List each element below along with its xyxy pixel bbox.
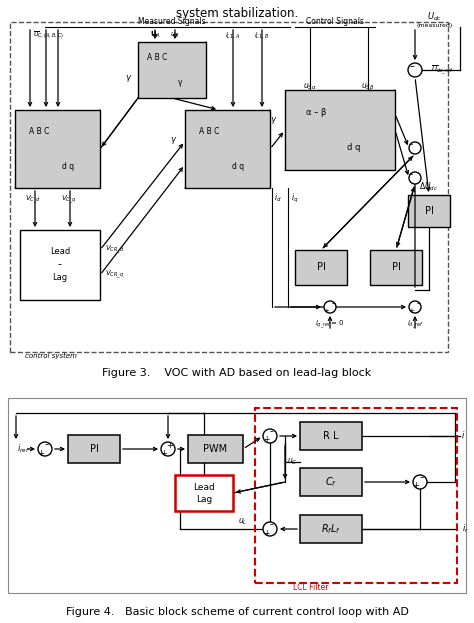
Text: $R_f L_f$: $R_f L_f$ — [321, 522, 341, 536]
Bar — [68, 435, 120, 463]
Text: LCL Filter: LCL Filter — [293, 584, 328, 592]
Text: Figure 3.    VOC with AD based on lead-lag block: Figure 3. VOC with AD based on lead-lag … — [102, 368, 372, 378]
Text: $u_{S\beta}$: $u_{S\beta}$ — [361, 82, 375, 93]
Text: $V_{C\_d}$: $V_{C\_d}$ — [25, 194, 41, 206]
Circle shape — [324, 301, 336, 313]
Text: $\Delta U_{dc}$: $\Delta U_{dc}$ — [419, 181, 438, 193]
Text: $i_{ref}$: $i_{ref}$ — [17, 443, 30, 455]
Text: A B C: A B C — [28, 127, 49, 136]
Text: –: – — [332, 300, 336, 308]
Text: +: + — [263, 528, 269, 538]
Circle shape — [161, 442, 175, 456]
Text: $i_{L1,A}$: $i_{L1,A}$ — [225, 30, 241, 40]
Text: A B C: A B C — [199, 127, 219, 136]
Text: R L: R L — [323, 431, 339, 441]
Bar — [188, 435, 243, 463]
Text: +: + — [408, 308, 414, 314]
Text: $\mathbf{u}_A$: $\mathbf{u}_A$ — [150, 30, 160, 40]
Text: $i_{L1,B}$: $i_{L1,B}$ — [255, 30, 270, 40]
Text: +: + — [412, 482, 419, 490]
Bar — [8, 398, 466, 593]
Bar — [300, 515, 362, 543]
Text: PWM: PWM — [203, 444, 228, 454]
Text: A B C: A B C — [147, 53, 167, 62]
Text: α – β: α – β — [306, 108, 326, 117]
Text: –: – — [45, 440, 49, 450]
Text: $i_r$: $i_r$ — [462, 523, 469, 535]
Text: $V_{CR\_q}$: $V_{CR\_q}$ — [105, 269, 124, 281]
Text: +: + — [37, 449, 45, 457]
Text: Control Signals: Control Signals — [306, 17, 364, 27]
Circle shape — [409, 172, 421, 184]
Text: +: + — [166, 440, 173, 450]
Text: $\overline{U}_{dc\_ref}$: $\overline{U}_{dc\_ref}$ — [431, 63, 454, 77]
Text: Lag: Lag — [53, 273, 68, 282]
Bar — [408, 195, 450, 227]
Circle shape — [38, 442, 52, 456]
Text: –: – — [410, 61, 414, 71]
Bar — [370, 250, 422, 285]
Text: PI: PI — [90, 444, 99, 454]
Text: –: – — [58, 260, 62, 270]
Text: γ: γ — [178, 78, 182, 87]
Bar — [185, 110, 270, 188]
Circle shape — [413, 475, 427, 489]
Text: +: + — [323, 308, 329, 314]
Text: $C_f$: $C_f$ — [325, 475, 337, 489]
Text: $U_{dc}$: $U_{dc}$ — [428, 11, 443, 23]
Text: PI: PI — [392, 262, 401, 272]
Text: –: – — [417, 300, 421, 308]
Text: Lead: Lead — [193, 483, 215, 493]
Bar — [15, 110, 100, 188]
Text: γ: γ — [171, 135, 175, 145]
Text: $u_B$: $u_B$ — [170, 31, 180, 40]
Text: $i_q$: $i_q$ — [292, 191, 299, 204]
Bar — [300, 422, 362, 450]
Text: d q: d q — [346, 143, 360, 152]
Circle shape — [408, 63, 422, 77]
Text: $i_d$: $i_d$ — [274, 192, 282, 204]
Text: d q: d q — [232, 161, 244, 171]
Text: $i_{q\_ref}=0$: $i_{q\_ref}=0$ — [316, 319, 345, 331]
Bar — [20, 230, 100, 300]
Text: –: – — [409, 171, 413, 179]
Text: (measured): (measured) — [417, 22, 453, 27]
Bar — [285, 90, 395, 170]
Text: Lead: Lead — [50, 247, 70, 257]
Bar — [295, 250, 347, 285]
Text: +: + — [161, 449, 167, 457]
Bar — [138, 42, 206, 98]
Text: PI: PI — [425, 206, 433, 216]
Text: γ: γ — [126, 72, 130, 82]
Text: system stabilization.: system stabilization. — [176, 7, 298, 20]
Text: Measured Signals: Measured Signals — [138, 17, 206, 27]
Text: Figure 4.   Basic block scheme of current control loop with AD: Figure 4. Basic block scheme of current … — [65, 607, 409, 617]
Circle shape — [263, 522, 277, 536]
Bar — [255, 408, 457, 583]
Text: γ: γ — [271, 115, 275, 125]
Bar — [300, 468, 362, 496]
Text: i: i — [462, 432, 465, 440]
Text: –: – — [270, 427, 274, 437]
Text: $i_{d\_ref}$: $i_{d\_ref}$ — [407, 319, 423, 331]
Text: –: – — [270, 520, 274, 530]
Text: Lag: Lag — [196, 495, 212, 505]
Text: +: + — [263, 435, 269, 444]
Text: $V_{C\_q}$: $V_{C\_q}$ — [61, 194, 77, 206]
Text: PI: PI — [317, 262, 326, 272]
Text: d q: d q — [62, 161, 74, 171]
Text: control system: control system — [25, 353, 77, 359]
Circle shape — [263, 429, 277, 443]
Bar — [10, 22, 448, 352]
Text: $\overline{u}_{C,(A,B,C)}$: $\overline{u}_{C,(A,B,C)}$ — [33, 29, 64, 40]
Text: –: – — [420, 473, 424, 482]
Text: $u_L$: $u_L$ — [238, 516, 248, 527]
Text: $u_{S\alpha}$: $u_{S\alpha}$ — [303, 82, 317, 92]
Text: $V_{CR\_d}$: $V_{CR\_d}$ — [105, 244, 124, 256]
Text: $u_C$: $u_C$ — [287, 457, 298, 467]
Circle shape — [409, 301, 421, 313]
Circle shape — [409, 142, 421, 154]
Text: –: – — [409, 141, 413, 150]
Bar — [175, 475, 233, 511]
